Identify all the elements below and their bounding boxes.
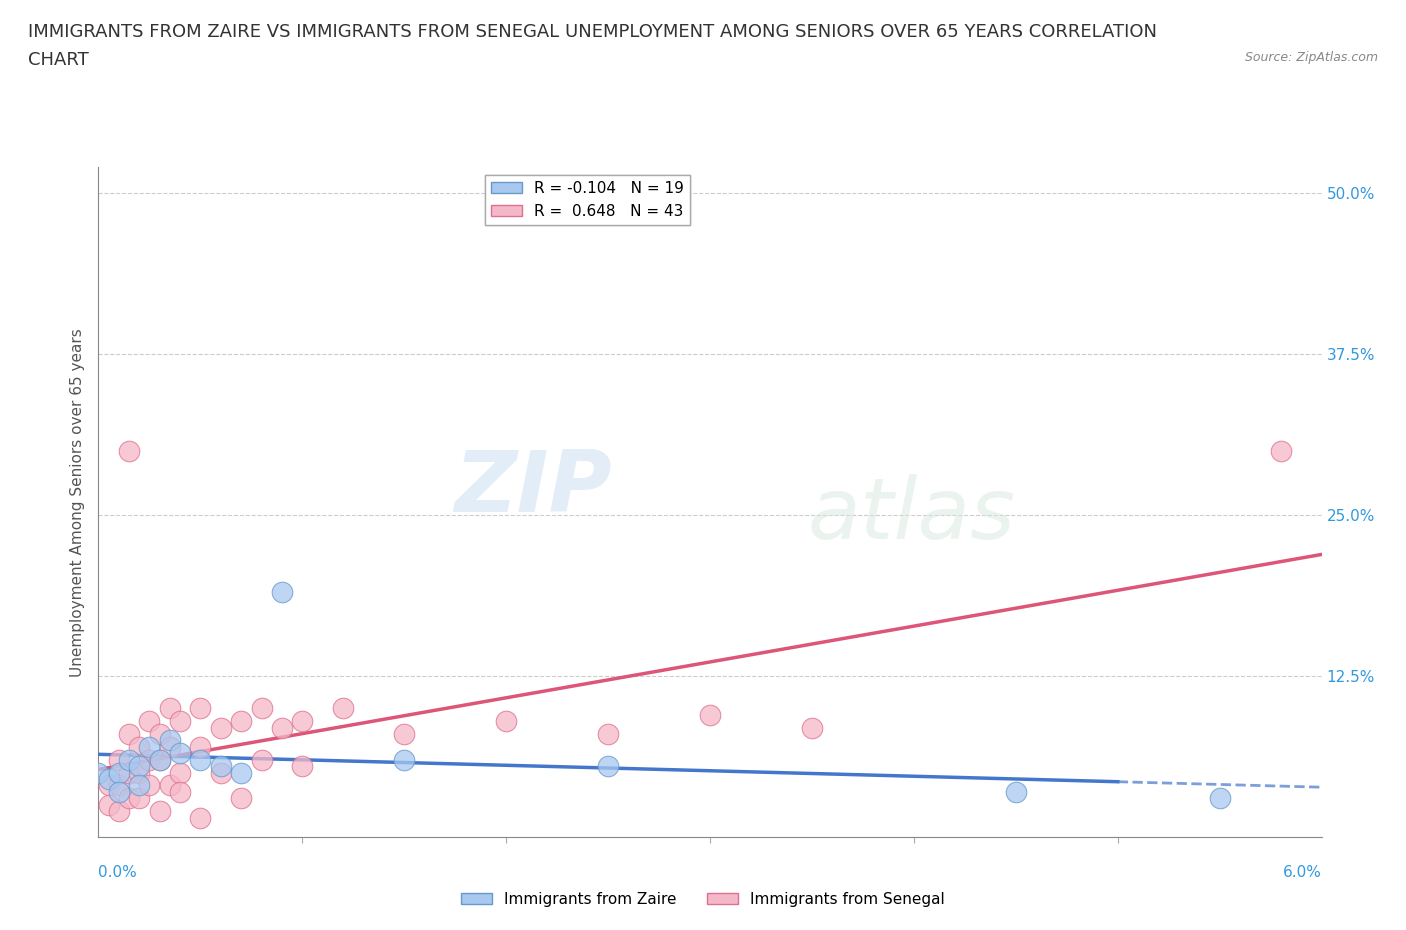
Point <box>1004 785 1026 800</box>
Point <box>149 752 172 767</box>
Point <box>332 701 354 716</box>
Point <box>128 759 150 774</box>
Point <box>128 765 150 780</box>
Legend: R = -0.104   N = 19, R =  0.648   N = 43: R = -0.104 N = 19, R = 0.648 N = 43 <box>485 175 690 225</box>
Point <box>87 765 110 780</box>
Text: ZIP: ZIP <box>454 447 612 530</box>
Point <box>209 720 232 735</box>
Point <box>118 752 141 767</box>
Text: CHART: CHART <box>28 51 89 69</box>
Point <box>97 778 120 793</box>
Text: 0.0%: 0.0% <box>98 865 138 880</box>
Point <box>229 713 253 728</box>
Point <box>169 746 191 761</box>
Point <box>229 790 253 805</box>
Y-axis label: Unemployment Among Seniors over 65 years: Unemployment Among Seniors over 65 years <box>70 328 86 677</box>
Point <box>97 797 120 812</box>
Text: Source: ZipAtlas.com: Source: ZipAtlas.com <box>1244 51 1378 64</box>
Point <box>188 752 212 767</box>
Point <box>596 726 619 741</box>
Point <box>108 752 131 767</box>
Point <box>128 790 150 805</box>
Point <box>596 759 619 774</box>
Point <box>118 790 141 805</box>
Point <box>392 726 416 741</box>
Point <box>801 720 824 735</box>
Text: 6.0%: 6.0% <box>1282 865 1322 880</box>
Point <box>159 733 181 748</box>
Text: IMMIGRANTS FROM ZAIRE VS IMMIGRANTS FROM SENEGAL UNEMPLOYMENT AMONG SENIORS OVER: IMMIGRANTS FROM ZAIRE VS IMMIGRANTS FROM… <box>28 23 1157 41</box>
Point <box>149 752 172 767</box>
Point <box>159 701 181 716</box>
Point <box>169 785 191 800</box>
Point <box>108 785 131 800</box>
Point <box>149 726 172 741</box>
Point <box>118 444 141 458</box>
Point <box>495 713 517 728</box>
Point <box>118 726 141 741</box>
Point <box>159 739 181 754</box>
Point <box>169 713 191 728</box>
Point <box>250 701 273 716</box>
Point <box>97 772 120 787</box>
Text: atlas: atlas <box>808 474 1017 557</box>
Point <box>392 752 416 767</box>
Point <box>159 778 181 793</box>
Point <box>188 739 212 754</box>
Legend: Immigrants from Zaire, Immigrants from Senegal: Immigrants from Zaire, Immigrants from S… <box>456 886 950 913</box>
Point <box>108 778 131 793</box>
Point <box>250 752 273 767</box>
Point <box>149 804 172 818</box>
Point <box>1270 444 1292 458</box>
Point <box>699 707 721 722</box>
Point <box>291 759 314 774</box>
Point <box>1208 790 1230 805</box>
Point <box>118 765 141 780</box>
Point <box>138 713 160 728</box>
Point <box>188 701 212 716</box>
Point <box>229 765 253 780</box>
Point <box>291 713 314 728</box>
Point <box>108 765 131 780</box>
Point <box>209 765 232 780</box>
Point <box>108 804 131 818</box>
Point <box>270 720 292 735</box>
Point <box>169 765 191 780</box>
Point <box>128 778 150 793</box>
Point <box>270 585 292 600</box>
Point <box>138 752 160 767</box>
Point <box>138 778 160 793</box>
Point <box>188 810 212 825</box>
Point <box>128 739 150 754</box>
Point <box>138 739 160 754</box>
Point <box>209 759 232 774</box>
